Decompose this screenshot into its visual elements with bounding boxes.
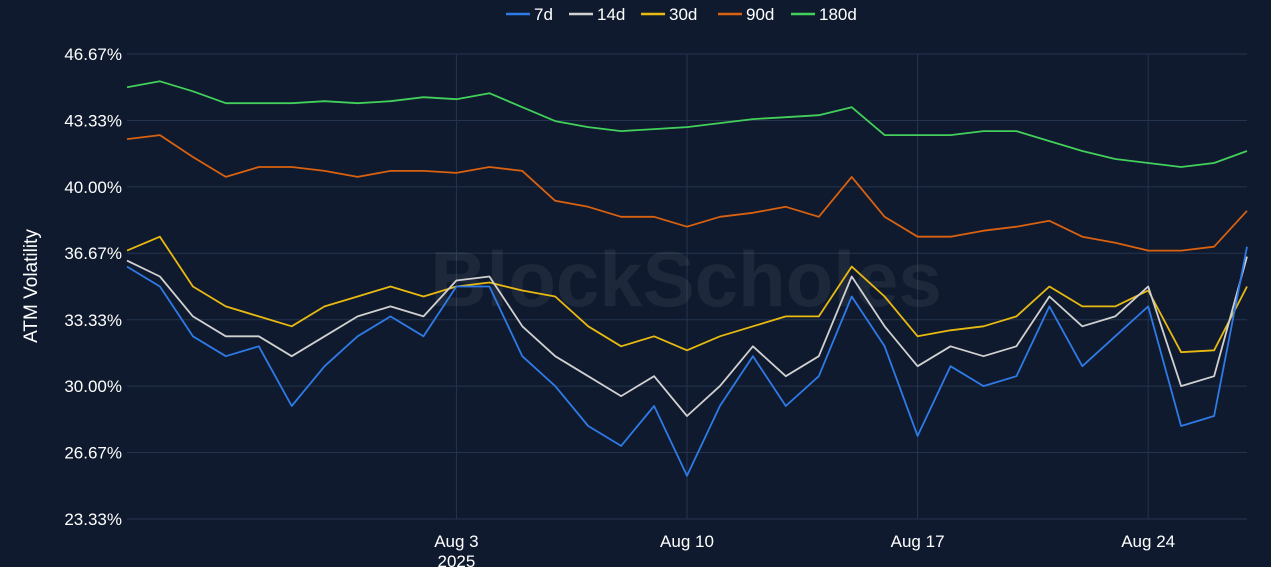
y-axis-ticks: 46.67% 43.33% 40.00% 36.67% 33.33% 30.00% 26.6… — [64, 45, 122, 529]
series-line-7d — [126, 246, 1248, 477]
y-tick-label: 23.33% — [64, 510, 122, 529]
legend-label: 30d — [669, 5, 697, 24]
y-axis-title: ATM Volatility — [21, 229, 42, 343]
x-tick-label: Aug 10 — [660, 532, 714, 551]
y-tick-label: 26.67% — [64, 443, 122, 462]
series-line-30d — [126, 235, 1248, 354]
x-tick-label: Aug 17 — [891, 532, 945, 551]
y-tick-label: 36.67% — [64, 244, 122, 263]
y-tick-label: 40.00% — [64, 178, 122, 197]
series-lines — [126, 80, 1248, 477]
y-tick-label: 46.67% — [64, 45, 122, 64]
legend-label: 90d — [746, 5, 774, 24]
x-tick-label: Aug 3 — [434, 532, 478, 551]
legend-item-180d[interactable]: 180d — [791, 5, 857, 24]
y-tick-label: 43.33% — [64, 112, 122, 131]
legend-label: 14d — [597, 5, 625, 24]
y-tick-label: 30.00% — [64, 377, 122, 396]
legend-label: 180d — [819, 5, 857, 24]
legend-item-90d[interactable]: 90d — [718, 5, 774, 24]
series-line-180d — [126, 80, 1248, 168]
legend-item-14d[interactable]: 14d — [569, 5, 625, 24]
x-tick-sublabel: 2025 — [437, 552, 475, 567]
y-tick-label: 33.33% — [64, 311, 122, 330]
x-tick-label: Aug 24 — [1121, 532, 1175, 551]
legend-item-30d[interactable]: 30d — [641, 5, 697, 24]
legend-label: 7d — [534, 5, 553, 24]
gridlines — [127, 53, 1247, 520]
legend[interactable]: 7d 14d 30d 90d 180d — [506, 5, 857, 24]
legend-item-7d[interactable]: 7d — [506, 5, 553, 24]
series-line-90d — [126, 134, 1248, 252]
watermark-logo: BlockScholes — [430, 235, 942, 323]
series-line-14d — [126, 256, 1248, 417]
